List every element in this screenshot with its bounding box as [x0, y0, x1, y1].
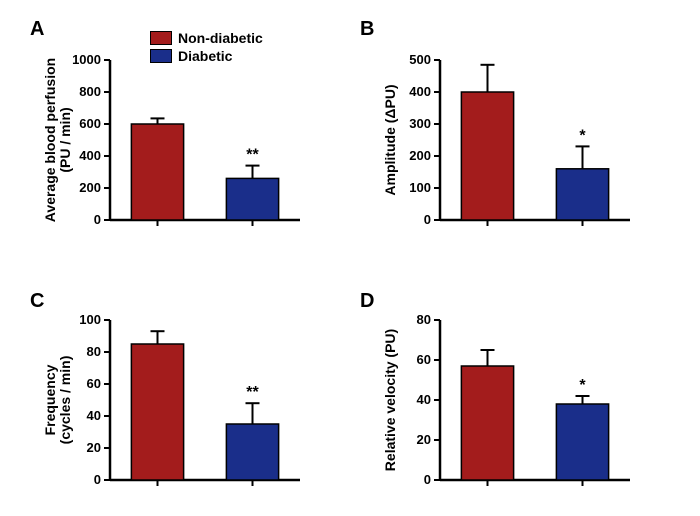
svg-text:60: 60 [417, 352, 431, 367]
svg-text:Relative velocity (PU): Relative velocity (PU) [382, 329, 398, 471]
svg-text:100: 100 [79, 312, 101, 327]
svg-text:0: 0 [424, 472, 431, 487]
svg-text:Average blood perfusion: Average blood perfusion [42, 58, 58, 222]
svg-text:(PU / min): (PU / min) [57, 107, 73, 172]
svg-text:400: 400 [409, 84, 431, 99]
chart-c: 0 20 40 60 80 100 ** Frequency(cycles / min) [40, 310, 310, 505]
legend-swatch [150, 31, 172, 45]
svg-text:800: 800 [79, 84, 101, 99]
svg-text:20: 20 [87, 440, 101, 455]
svg-text:40: 40 [417, 392, 431, 407]
svg-text:0: 0 [94, 212, 101, 227]
svg-text:*: * [579, 127, 586, 144]
svg-text:80: 80 [417, 312, 431, 327]
chart-a: 0 200 400 600 800 1000 ** Average blood perfusi… [40, 50, 310, 245]
svg-text:80: 80 [87, 344, 101, 359]
svg-text:60: 60 [87, 376, 101, 391]
svg-text:600: 600 [79, 116, 101, 131]
svg-text:Frequency: Frequency [42, 364, 58, 435]
svg-text:*: * [579, 377, 586, 394]
svg-text:500: 500 [409, 52, 431, 67]
chart-b: 0 100 200 300 400 500 * Amplitude (ΔPU) [370, 50, 640, 245]
panel-label-a: A [30, 18, 44, 41]
panel-label-b: B [360, 18, 374, 41]
svg-text:1000: 1000 [72, 52, 101, 67]
svg-text:100: 100 [409, 180, 431, 195]
svg-text:200: 200 [409, 148, 431, 163]
svg-text:40: 40 [87, 408, 101, 423]
svg-text:400: 400 [79, 148, 101, 163]
svg-text:**: ** [246, 147, 259, 164]
svg-text:0: 0 [94, 472, 101, 487]
chart-d: 0 20 40 60 80 * Relative velocity (PU) [370, 310, 640, 505]
svg-text:20: 20 [417, 432, 431, 447]
svg-text:200: 200 [79, 180, 101, 195]
svg-text:0: 0 [424, 212, 431, 227]
svg-text:300: 300 [409, 116, 431, 131]
legend-label: Non-diabetic [178, 30, 263, 46]
svg-text:Amplitude (ΔPU): Amplitude (ΔPU) [382, 84, 398, 195]
legend-row: Non-diabetic [150, 30, 263, 46]
svg-text:**: ** [246, 384, 259, 401]
svg-text:(cycles / min): (cycles / min) [57, 356, 73, 445]
